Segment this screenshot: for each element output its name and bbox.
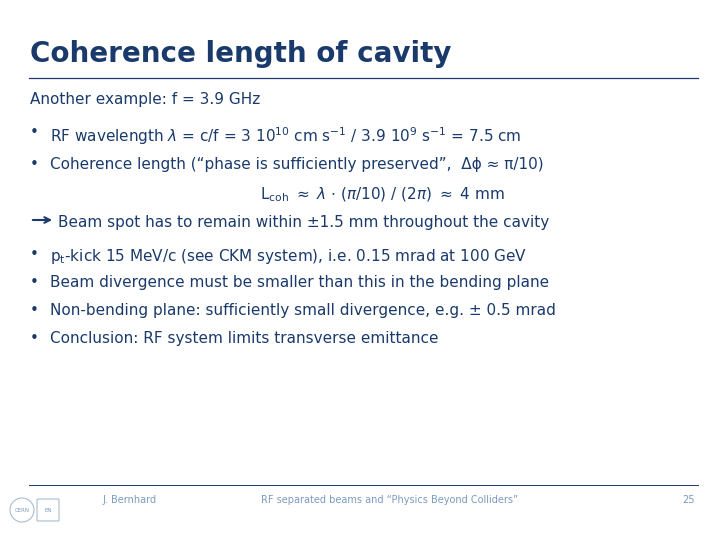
Text: •: • xyxy=(30,125,39,140)
Text: Coherence length of cavity: Coherence length of cavity xyxy=(30,40,451,68)
Text: •: • xyxy=(30,303,39,318)
Text: J. Bernhard: J. Bernhard xyxy=(103,495,157,505)
Text: Coherence length (“phase is sufficiently preserved”,  Δϕ ≈ π/10): Coherence length (“phase is sufficiently… xyxy=(50,157,544,172)
Text: Beam divergence must be smaller than this in the bending plane: Beam divergence must be smaller than thi… xyxy=(50,275,549,290)
Text: RF separated beams and “Physics Beyond Colliders”: RF separated beams and “Physics Beyond C… xyxy=(261,495,518,505)
Text: Conclusion: RF system limits transverse emittance: Conclusion: RF system limits transverse … xyxy=(50,331,438,346)
Text: Non-bending plane: sufficiently small divergence, e.g. ± 0.5 mrad: Non-bending plane: sufficiently small di… xyxy=(50,303,556,318)
Text: •: • xyxy=(30,331,39,346)
Text: Another example: f = 3.9 GHz: Another example: f = 3.9 GHz xyxy=(30,92,260,107)
Text: •: • xyxy=(30,275,39,290)
Text: RF wavelength $\lambda$ = c/f = 3 10$^{10}$ cm s$^{-1}$ / 3.9 10$^{9}$ s$^{-1}$ : RF wavelength $\lambda$ = c/f = 3 10$^{1… xyxy=(50,125,521,147)
Text: L$_{\rm coh}$ $\approx$ $\lambda$ $\cdot$ ($\pi$/10) / (2$\pi$) $\approx$ 4 mm: L$_{\rm coh}$ $\approx$ $\lambda$ $\cdot… xyxy=(260,186,505,205)
Text: •: • xyxy=(30,157,39,172)
Text: 25: 25 xyxy=(683,495,695,505)
Text: •: • xyxy=(30,247,39,262)
Text: CERN: CERN xyxy=(14,508,30,512)
Text: Beam spot has to remain within ±1.5 mm throughout the cavity: Beam spot has to remain within ±1.5 mm t… xyxy=(58,215,549,230)
Text: p$_{\rm t}$-kick 15 MeV/c (see CKM system), i.e. 0.15 mrad at 100 GeV: p$_{\rm t}$-kick 15 MeV/c (see CKM syste… xyxy=(50,247,527,266)
Text: EN: EN xyxy=(44,508,52,512)
